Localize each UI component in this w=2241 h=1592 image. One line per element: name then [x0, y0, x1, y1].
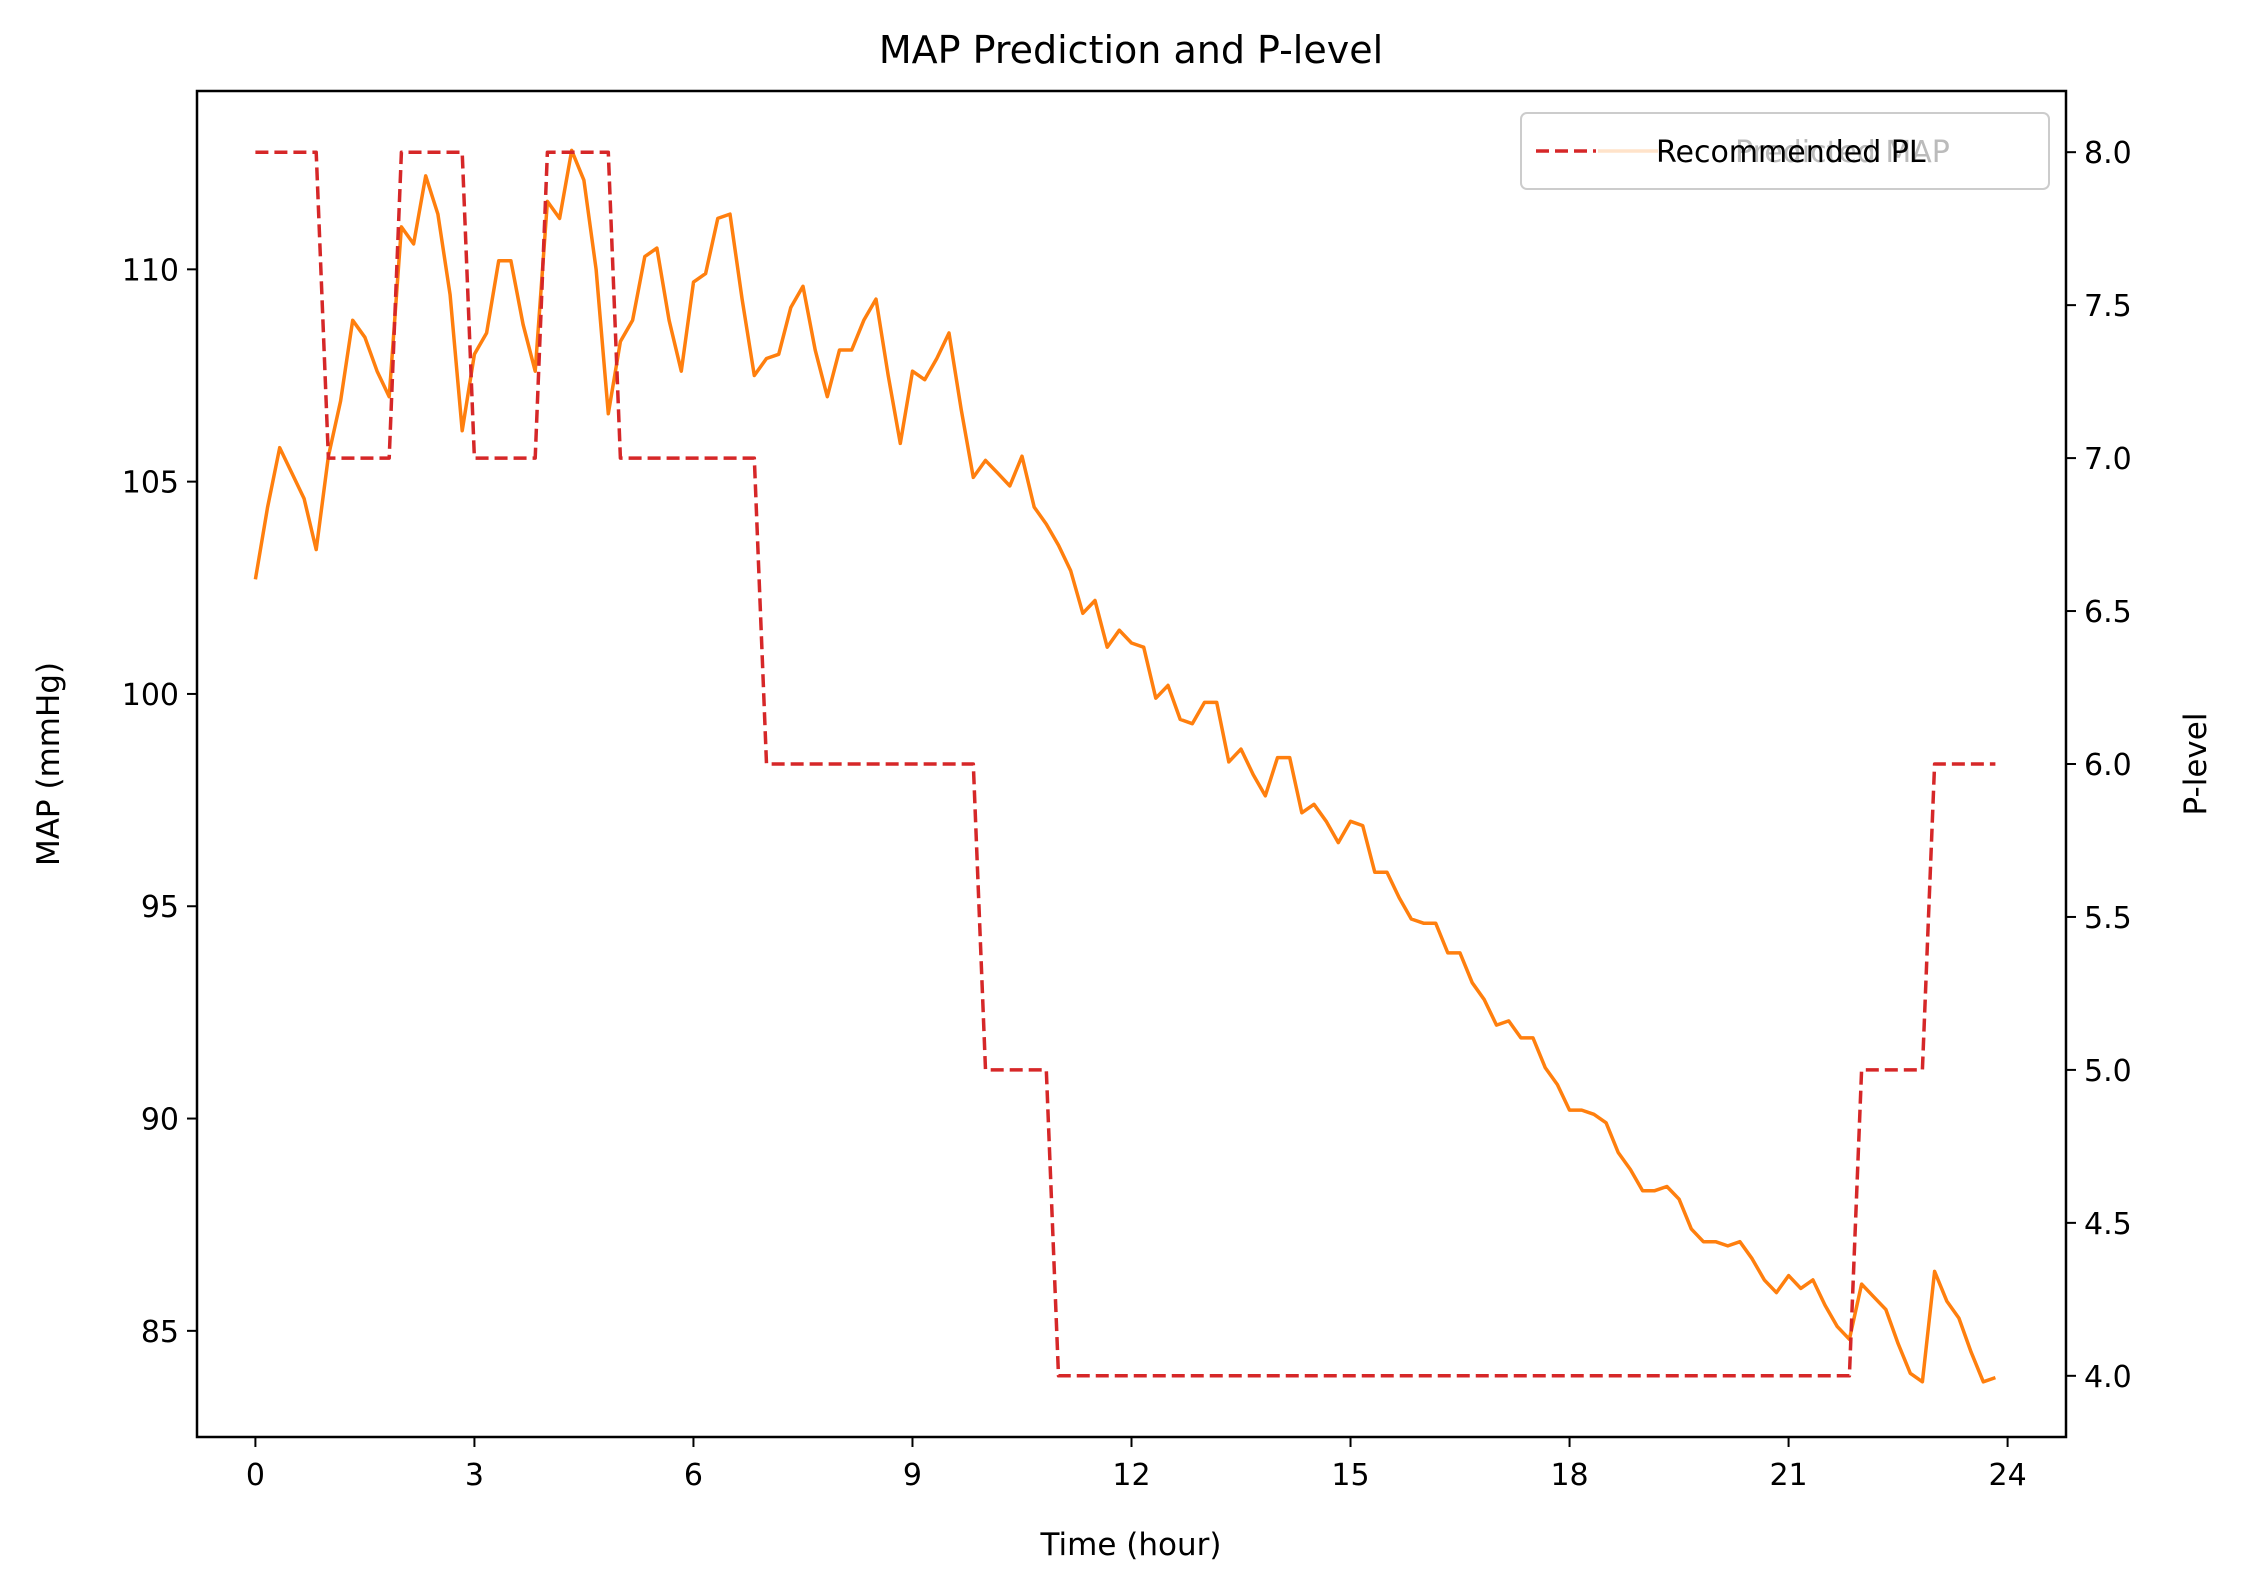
right-y-tick-label: 5.0: [2084, 1054, 2132, 1089]
right-y-tick-label: 4.5: [2084, 1207, 2132, 1242]
right-y-axis-ticks: 4.0 4.5 5.0 5.5 6.0 6.5 7.0 7.5 8.0: [2066, 136, 2132, 1395]
x-tick-label: 24: [1989, 1458, 2027, 1493]
legend: Predicted MAP Recommended PL: [1520, 112, 2050, 190]
series-line-recommended-pl: [255, 150, 1996, 1378]
chart-title: MAP Prediction and P-level: [879, 28, 1383, 72]
left-y-axis-label: MAP (mmHg): [31, 662, 67, 866]
x-tick-label: 9: [903, 1458, 922, 1493]
x-tick-label: 3: [465, 1458, 484, 1493]
plot-frame: [195, 89, 2068, 1439]
right-y-tick-label: 6.5: [2084, 595, 2132, 630]
right-y-tick-label: 6.0: [2084, 748, 2132, 783]
series-layer: [253, 148, 1996, 1384]
right-y-tick-label: 7.0: [2084, 442, 2132, 477]
right-y-tick-label: 8.0: [2084, 136, 2132, 171]
x-tick-label: 0: [246, 1458, 265, 1493]
x-tick-label: 6: [684, 1458, 703, 1493]
left-y-tick-label: 85: [141, 1315, 179, 1350]
left-y-tick-label: 90: [141, 1103, 179, 1138]
left-y-tick-label: 105: [122, 466, 179, 501]
legend-label-predicted-map: Predicted MAP: [1735, 135, 1950, 170]
x-tick-label: 12: [1112, 1458, 1150, 1493]
x-tick-label: 15: [1331, 1458, 1369, 1493]
right-y-axis-label: P-level: [2178, 713, 2214, 816]
right-y-tick-label: 7.5: [2084, 289, 2132, 324]
x-axis-ticks: 0 3 6 9 12 15 18 21 24: [246, 1437, 2027, 1493]
x-tick-label: 21: [1769, 1458, 1807, 1493]
left-y-tick-label: 100: [122, 678, 179, 713]
right-y-tick-label: 4.0: [2084, 1360, 2132, 1395]
left-y-tick-label: 110: [122, 253, 179, 288]
legend-label-recommended-pl: Recommended PL: [1656, 135, 1926, 170]
x-axis-label: Time (hour): [1040, 1527, 1222, 1563]
left-y-tick-label: 95: [141, 890, 179, 925]
x-tick-label: 18: [1550, 1458, 1588, 1493]
legend-box: [1520, 112, 2050, 190]
left-y-axis-ticks: 85 90 95 100 105 110: [122, 253, 197, 1350]
right-y-tick-label: 5.5: [2084, 901, 2132, 936]
